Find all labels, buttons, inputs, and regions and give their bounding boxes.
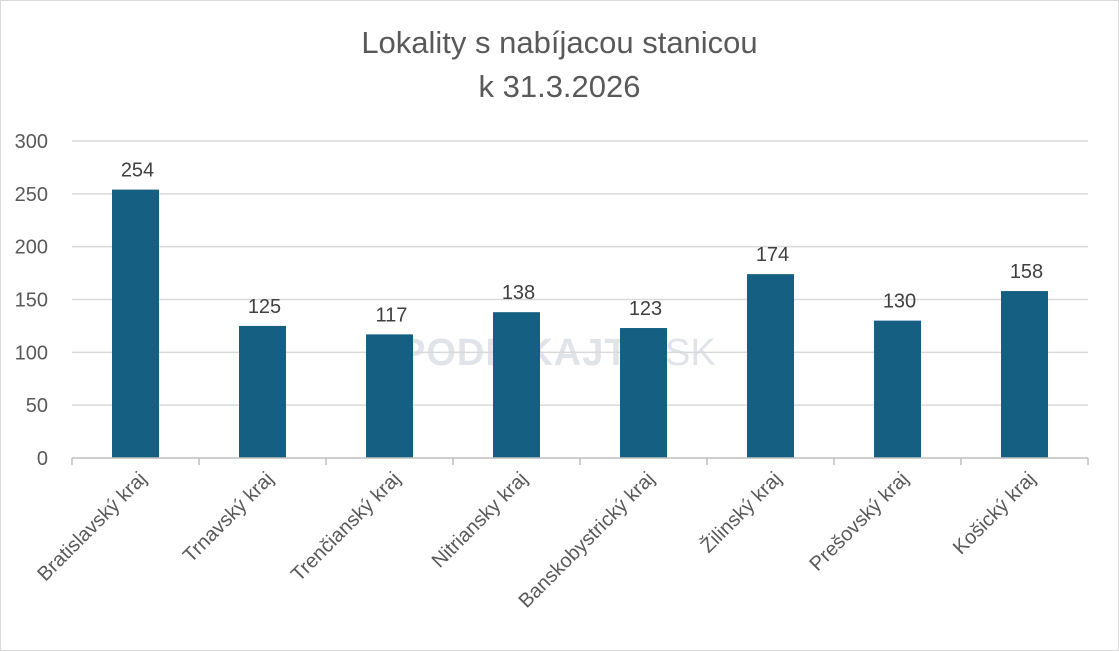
y-tick-label: 200 — [15, 237, 48, 259]
data-label: 138 — [502, 282, 535, 304]
bar — [874, 320, 921, 458]
bar — [112, 189, 159, 458]
category-label: Prešovský kraj — [806, 468, 914, 576]
category-label: Bratislavský kraj — [33, 468, 151, 586]
y-tick-label: 0 — [37, 448, 48, 470]
bar — [493, 312, 540, 458]
y-tick-label: 250 — [15, 184, 48, 206]
category-label: Trenčianský kraj — [287, 468, 405, 586]
data-label: 130 — [883, 291, 916, 313]
data-label: 123 — [629, 298, 662, 320]
y-axis: 0 50 100 150 200 250 300 — [15, 131, 48, 470]
data-label: 125 — [248, 296, 281, 318]
bar — [1001, 291, 1048, 458]
x-axis: Bratislavský kraj Trnavský kraj Trenčiansk… — [33, 457, 1089, 612]
y-tick-label: 150 — [15, 290, 48, 312]
data-label: 174 — [756, 244, 789, 266]
bar — [747, 274, 794, 458]
y-tick-label: 100 — [15, 342, 48, 364]
category-label: Košický kraj — [949, 468, 1040, 559]
y-tick-label: 50 — [26, 395, 48, 417]
data-label: 117 — [376, 304, 408, 326]
category-label: Nitriansky kraj — [428, 468, 532, 572]
bar — [620, 328, 667, 458]
chart-subtitle: k 31.3.2026 — [478, 69, 641, 104]
category-label: Banskobystrický kraj — [515, 468, 659, 612]
bar — [239, 325, 286, 458]
category-label: Trnavský kraj — [179, 468, 278, 567]
category-label: Žilinský kraj — [696, 467, 786, 557]
y-tick-label: 300 — [15, 131, 48, 153]
chart-title: Lokality s nabíjacou stanicou — [361, 25, 758, 60]
data-label: 254 — [121, 160, 154, 182]
data-labels: 254 125 117 138 123 174 130 158 — [121, 160, 1043, 327]
bar — [366, 334, 413, 458]
data-label: 158 — [1010, 261, 1043, 283]
bars — [112, 189, 1048, 458]
